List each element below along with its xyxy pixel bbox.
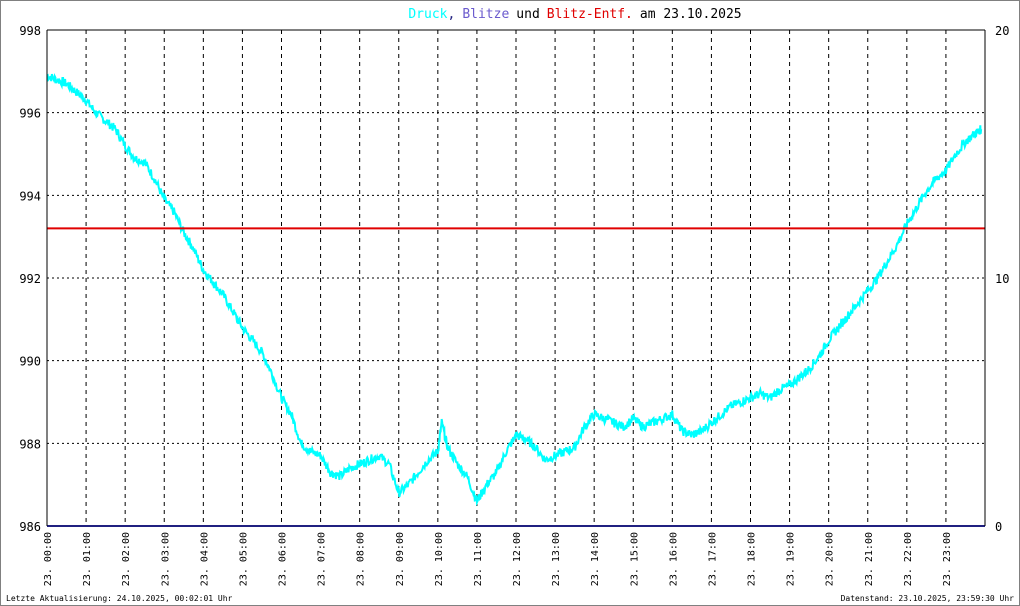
title-blitze: Blitze xyxy=(462,7,509,22)
x-tick-label: 23. 10:00 xyxy=(434,532,445,586)
x-tick-label: 23. 02:00 xyxy=(121,532,132,586)
y-right-tick-label: 0 xyxy=(995,520,1002,534)
y-left-tick-label: 986 xyxy=(19,520,41,534)
left-axis-ticks: 998 996 994 992 990 988 986 xyxy=(19,24,41,534)
y-left-tick-label: 996 xyxy=(19,107,41,121)
x-tick-label: 23. 13:00 xyxy=(551,532,562,586)
y-left-tick-label: 992 xyxy=(19,272,41,286)
x-tick-label: 23. 18:00 xyxy=(747,532,758,586)
x-tick-label: 23. 17:00 xyxy=(707,532,718,586)
title-date: am 23.10.2025 xyxy=(640,7,742,22)
grid xyxy=(47,30,985,526)
y-right-tick-label: 10 xyxy=(995,272,1009,286)
y-left-tick-label: 994 xyxy=(19,189,41,203)
x-tick-label: 23. 05:00 xyxy=(238,532,249,586)
title-sep: , xyxy=(448,7,456,22)
y-left-tick-label: 998 xyxy=(19,24,41,38)
x-axis-ticks: 23. 00:00 23. 01:00 23. 02:00 23. 03:00 23. … xyxy=(43,532,953,586)
title-druck: Druck xyxy=(408,7,447,22)
footer-data-state: Datenstand: 23.10.2025, 23:59:30 Uhr xyxy=(841,594,1015,603)
x-tick-label: 23. 04:00 xyxy=(199,532,210,586)
x-tick-label: 23. 22:00 xyxy=(903,532,914,586)
chart-title: Druck, Blitze und Blitz-Entf. am 23.10.2025 xyxy=(408,7,741,22)
x-tick-label: 23. 03:00 xyxy=(160,532,171,586)
y-left-tick-label: 990 xyxy=(19,355,41,369)
title-und: und xyxy=(516,7,539,22)
x-tick-label: 23. 20:00 xyxy=(825,532,836,586)
y-right-tick-label: 20 xyxy=(995,24,1009,38)
x-tick-label: 23. 09:00 xyxy=(395,532,406,586)
right-axis-ticks: 20 10 0 xyxy=(995,24,1009,534)
x-tick-label: 23. 19:00 xyxy=(786,532,797,586)
x-tick-label: 23. 14:00 xyxy=(590,532,601,586)
x-tick-label: 23. 21:00 xyxy=(864,532,875,586)
x-tick-label: 23. 00:00 xyxy=(43,532,54,586)
x-tick-label: 23. 08:00 xyxy=(356,532,367,586)
series-druck-line xyxy=(46,73,983,507)
series xyxy=(46,73,985,527)
x-tick-label: 23. 23:00 xyxy=(942,532,953,586)
y-left-tick-label: 988 xyxy=(19,437,41,451)
x-tick-label: 23. 11:00 xyxy=(473,532,484,586)
x-tick-label: 23. 15:00 xyxy=(629,532,640,586)
x-tick-label: 23. 16:00 xyxy=(668,532,679,586)
footer-last-update: Letzte Aktualisierung: 24.10.2025, 00:02… xyxy=(6,594,233,603)
x-tick-label: 23. 07:00 xyxy=(317,532,328,586)
x-tick-label: 23. 12:00 xyxy=(512,532,523,586)
title-blitz-entf: Blitz-Entf. xyxy=(547,7,633,22)
x-tick-label: 23. 06:00 xyxy=(278,532,289,586)
x-tick-label: 23. 01:00 xyxy=(82,532,93,586)
